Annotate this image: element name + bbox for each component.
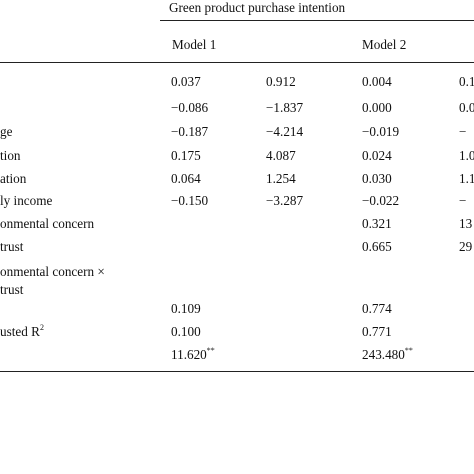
row-2-m2-t: 0.0 xyxy=(459,100,474,115)
row-5-m1-t: 1.254 xyxy=(266,171,296,186)
row-7-m2-coef: 0.321 xyxy=(362,216,392,231)
row-11-m1-coef: 0.100 xyxy=(171,324,201,339)
row-3-label: ge xyxy=(0,124,13,139)
row-4-m2-coef: 0.024 xyxy=(362,148,392,163)
row-3-m2-coef: −0.019 xyxy=(362,124,400,139)
table-top-header: Green product purchase intention xyxy=(169,0,346,15)
row-9-label-line-2: trust xyxy=(0,282,24,297)
model-1-header: Model 1 xyxy=(172,37,217,52)
row-1-m2-coef: 0.004 xyxy=(362,74,392,89)
row-3-m1-t: −4.214 xyxy=(266,124,304,139)
row-2-m1-coef: −0.086 xyxy=(171,100,209,115)
row-4-label: tion xyxy=(0,148,21,163)
row-6-m2-t: − xyxy=(459,193,467,208)
row-1-m2-t: 0.1 xyxy=(459,74,474,89)
row-6-m2-coef: −0.022 xyxy=(362,193,400,208)
row-2-m1-t: −1.837 xyxy=(266,100,304,115)
row-11-label-sup: 2 xyxy=(39,322,44,332)
row-4-m1-t: 4.087 xyxy=(266,148,296,163)
row-12-m1-significance: ** xyxy=(206,345,215,355)
row-9-label: onmental concern × xyxy=(0,264,105,279)
row-7-label: onmental concern xyxy=(0,216,95,231)
row-4-m2-t: 1.0 xyxy=(459,148,474,163)
row-11-label: usted R2 xyxy=(0,322,44,339)
row-11-m2-coef: 0.771 xyxy=(362,324,392,339)
row-2-m2-coef: 0.000 xyxy=(362,100,392,115)
row-5-m2-coef: 0.030 xyxy=(362,171,392,186)
row-12-m2-coef: 243.480** xyxy=(362,345,413,362)
model-2-header: Model 2 xyxy=(362,37,407,52)
row-3-m2-t: − xyxy=(459,124,467,139)
row-4-m1-coef: 0.175 xyxy=(171,148,201,163)
row-12-m2-value: 243.480 xyxy=(362,347,405,362)
row-6-label: ly income xyxy=(0,193,53,208)
header-rule-top xyxy=(160,20,474,21)
row-6-m1-t: −3.287 xyxy=(266,193,304,208)
row-5-m2-t: 1.1 xyxy=(459,171,474,186)
row-8-m2-coef: 0.665 xyxy=(362,239,392,254)
row-12-m1-value: 11.620 xyxy=(171,347,207,362)
row-1-m1-t: 0.912 xyxy=(266,74,296,89)
row-5-m1-coef: 0.064 xyxy=(171,171,201,186)
row-12-m2-significance: ** xyxy=(404,345,413,355)
row-7-m2-t: 13 xyxy=(459,216,473,231)
row-10-m2-coef: 0.774 xyxy=(362,301,392,316)
row-10-m1-coef: 0.109 xyxy=(171,301,201,316)
row-5-label: ation xyxy=(0,171,27,186)
table-bottom-rule xyxy=(0,371,474,372)
row-8-label: trust xyxy=(0,239,24,254)
row-6-m1-coef: −0.150 xyxy=(171,193,209,208)
row-12-m1-coef: 11.620** xyxy=(171,345,215,362)
row-3-m1-coef: −0.187 xyxy=(171,124,209,139)
row-1-m1-coef: 0.037 xyxy=(171,74,201,89)
row-8-m2-t: 29 xyxy=(459,239,473,254)
row-11-label-text: usted R xyxy=(0,324,40,339)
header-rule-bottom xyxy=(0,62,474,63)
